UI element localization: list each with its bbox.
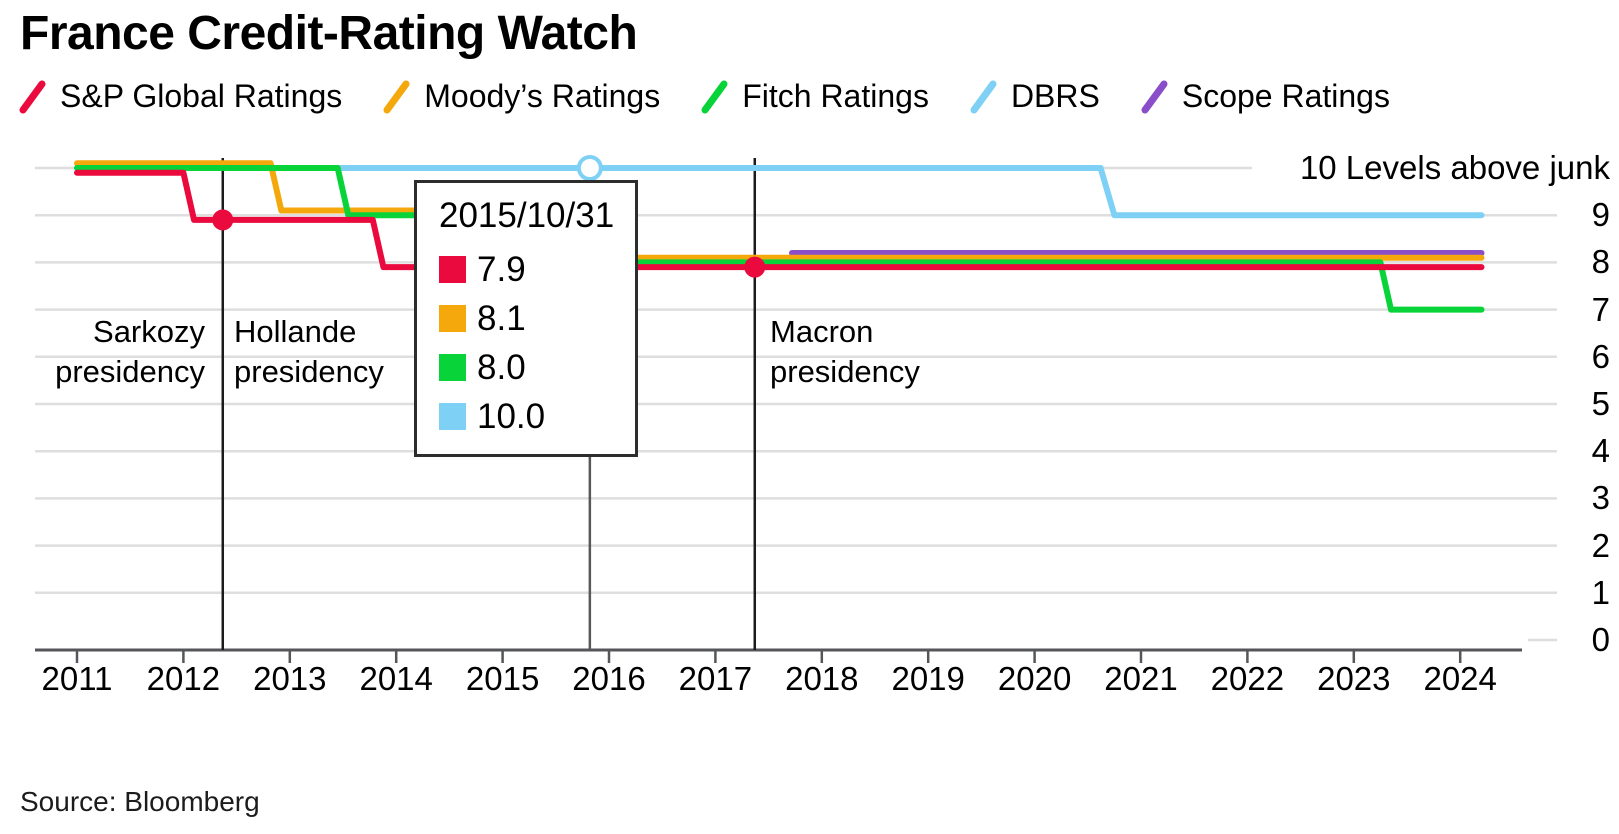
legend-label: Moody’s Ratings [424,78,661,114]
x-axis-label-2023: 2023 [1317,660,1391,697]
legend-label: DBRS [1010,78,1100,114]
tooltip-value: 10.0 [477,396,546,436]
tooltip-row-fitch-ratings: 8.0 [439,343,625,392]
x-axis-label-2024: 2024 [1423,660,1497,697]
x-axis-label-2022: 2022 [1210,660,1285,697]
dbrs-slash-icon [970,80,997,113]
y-axis-label-9: 9 [1591,196,1610,234]
tooltip-swatch [439,256,466,283]
chart-tooltip: 2015/10/31 7.9 8.1 8.0 10.0 [414,180,638,457]
legend-item-moody-s-ratings: Moody’s Ratings [382,78,660,115]
x-axis-label-2021: 2021 [1104,660,1178,697]
marker-open-circle [576,155,603,181]
x-axis-label-2018: 2018 [785,660,859,697]
y-axis-label-7: 7 [1591,290,1610,328]
x-axis-label-2019: 2019 [891,660,965,697]
y-axis-label-6: 6 [1591,337,1610,375]
legend-item-s-p-global-ratings: S&P Global Ratings [18,78,342,115]
legend-item-dbrs: DBRS [969,78,1100,115]
y-axis-label-1: 1 [1591,573,1610,611]
tooltip-row-moody-s-ratings: 8.1 [439,294,625,343]
annotation-hollande-presidency: Hollande presidency [234,314,384,389]
scope-ratings-slash-icon [1141,80,1168,113]
tooltip-swatch [439,403,466,430]
x-axis-label-2011: 2011 [41,660,113,697]
legend-item-fitch-ratings: Fitch Ratings [700,78,929,115]
marker-dot-2 [744,256,766,278]
s-p-global-ratings-slash-icon [19,80,46,113]
x-axis-label-2013: 2013 [253,660,327,697]
y-axis-label-2: 2 [1591,526,1610,564]
page-title: France Credit-Rating Watch [20,7,638,60]
tooltip-value: 8.1 [477,298,526,338]
tooltip-swatch [439,305,466,332]
y-axis-label-3: 3 [1591,479,1610,517]
legend-item-scope-ratings: Scope Ratings [1140,78,1390,115]
series-line-fitch-ratings [74,165,1485,313]
x-axis-label-2014: 2014 [359,660,433,697]
x-axis-label-2016: 2016 [572,660,646,697]
legend-label: S&P Global Ratings [60,78,343,114]
tooltip-date: 2015/10/31 [439,196,615,235]
marker-dot-1 [212,209,234,231]
y-axis-label-0: 0 [1591,621,1610,658]
tooltip-value: 8.0 [477,347,526,387]
source-caption: Source: Bloomberg [20,786,260,817]
tooltip-swatch [439,354,466,381]
legend-label: Scope Ratings [1181,78,1390,114]
tooltip-value: 7.9 [477,249,526,289]
tooltip-row-dbrs: 10.0 [439,392,625,441]
x-axis-label-2015: 2015 [465,660,540,697]
tooltip-rows: 7.9 8.1 8.0 10.0 [439,245,625,441]
annotation-sarkozy-presidency: Sarkozy presidency [55,314,205,389]
annotation-macron-presidency: Macron presidency [770,314,920,389]
series-line-moody-s-ratings [74,160,1485,261]
tooltip-row-s-p-global-ratings: 7.9 [439,245,625,294]
y-axis-label-4: 4 [1591,432,1610,470]
x-axis-label-2012: 2012 [146,660,221,697]
y-axis-label-10: 10 Levels above junk [1299,149,1610,186]
x-axis-label-2017: 2017 [678,660,753,697]
y-axis-label-5: 5 [1591,385,1610,422]
legend-label: Fitch Ratings [742,78,929,114]
chart-legend: S&P Global Ratings Moody’s Ratings Fitch R… [18,78,1390,115]
fitch-ratings-slash-icon [701,80,728,113]
moody-s-ratings-slash-icon [383,80,410,113]
x-axis-label-2020: 2020 [997,660,1072,697]
y-axis-label-8: 8 [1591,243,1610,281]
